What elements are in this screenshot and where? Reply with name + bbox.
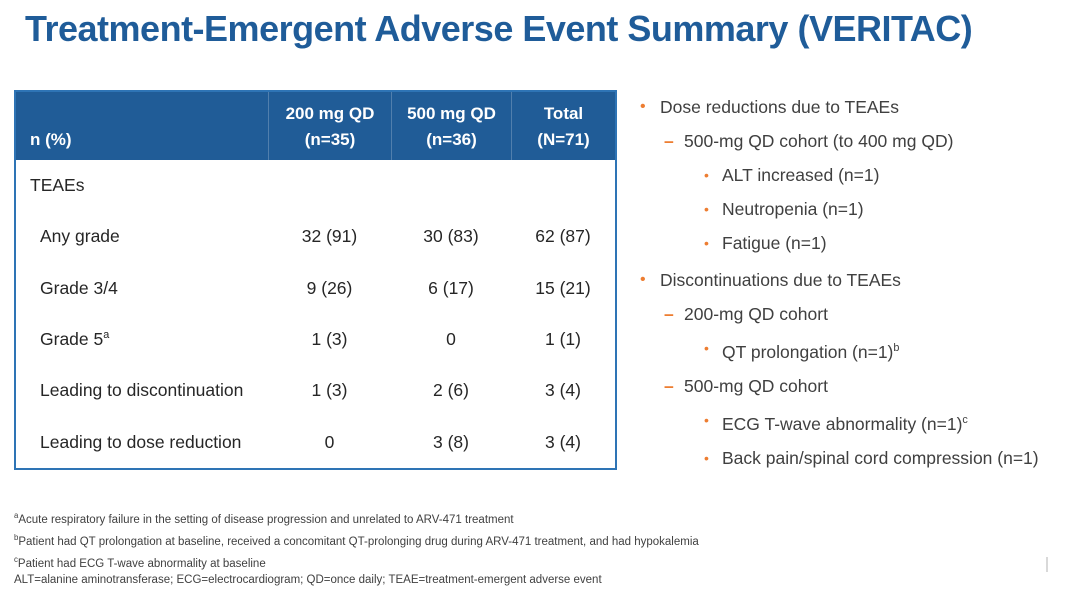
bullet-item-qt-prolongation: • QT prolongation (n=1)b: [704, 336, 1076, 364]
bullet-item-dose-reductions: • Dose reductions due to TEAEs: [640, 95, 1076, 119]
row-label: Leading to dose reduction: [40, 431, 242, 452]
bullet-item-500mg-cohort-disc: – 500-mg QD cohort: [664, 374, 1076, 398]
bullet-item-discontinuations: • Discontinuations due to TEAEs: [640, 268, 1076, 292]
bullet-item-500mg-cohort: – 500-mg QD cohort (to 400 mg QD): [664, 129, 1076, 153]
cell-value: 32 (91): [301, 226, 358, 247]
dash-icon: –: [664, 304, 674, 324]
summary-bullet-panel: • Dose reductions due to TEAEs – 500-mg …: [640, 95, 1076, 480]
row-label: Any grade: [40, 226, 120, 247]
cell-value: 1 (3): [311, 329, 348, 350]
bullet-text: ECG T-wave abnormality (n=1)c: [722, 413, 968, 434]
bullet-icon: •: [704, 449, 709, 466]
bullet-text: Neutropenia (n=1): [722, 199, 864, 219]
table-row: TEAEs: [16, 160, 615, 211]
cell-value: 6 (17): [428, 277, 474, 298]
table-body: TEAEs Any grade 32 (91) 30 (83) 62 (87) …: [16, 160, 615, 468]
row-label: Grade 3/4: [40, 277, 118, 298]
cell-value: 30 (83): [423, 226, 479, 247]
row-label: TEAEs: [30, 175, 85, 196]
table-header-row: n (%) 200 mg QD (n=35) 500 mg QD (n=36) …: [16, 92, 615, 160]
cell-value: 1 (1): [545, 329, 581, 350]
dash-icon: –: [664, 131, 674, 151]
column-header-500mg: 500 mg QD (n=36): [391, 92, 511, 160]
table-row: Grade 5a 1 (3) 0 1 (1): [16, 314, 615, 365]
bullet-text: QT prolongation (n=1)b: [722, 341, 900, 362]
cell-value: 2 (6): [433, 380, 469, 401]
cell-value: 1 (3): [311, 380, 348, 401]
bullet-icon: •: [704, 167, 709, 183]
bullet-item-alt-increased: • ALT increased (n=1): [704, 163, 1076, 187]
bullet-icon: •: [704, 340, 709, 356]
bullet-text: Back pain/spinal cord compression (n=1): [722, 447, 1039, 468]
bullet-item-fatigue: • Fatigue (n=1): [704, 231, 1076, 255]
bullet-icon: •: [704, 235, 709, 251]
bullet-item-neutropenia: • Neutropenia (n=1): [704, 197, 1076, 221]
column-header-200mg: 200 mg QD (n=35): [268, 92, 391, 160]
footnote-c: cPatient had ECG T-wave abnormality at b…: [14, 554, 266, 570]
dash-icon: –: [664, 375, 674, 396]
cell-value: 3 (4): [545, 380, 581, 401]
bullet-text: Dose reductions due to TEAEs: [660, 97, 899, 117]
table-row: Leading to dose reduction 0 3 (8) 3 (4): [16, 417, 615, 468]
bullet-text: Fatigue (n=1): [722, 233, 827, 253]
cell-value: 3 (8): [433, 431, 469, 452]
cell-value: 62 (87): [535, 226, 591, 247]
cell-value: 9 (26): [306, 277, 353, 298]
bullet-text: 200-mg QD cohort: [684, 304, 828, 324]
bullet-icon: •: [640, 98, 646, 115]
row-label: Grade 5a: [40, 329, 110, 350]
bullet-text: 500-mg QD cohort (to 400 mg QD): [684, 131, 954, 151]
cell-value: 3 (4): [545, 431, 581, 452]
adverse-event-table: n (%) 200 mg QD (n=35) 500 mg QD (n=36) …: [14, 90, 617, 470]
row-label: Leading to discontinuation: [40, 380, 244, 401]
footnote-abbreviations: ALT=alanine aminotransferase; ECG=electr…: [14, 574, 602, 587]
footnote-a: aAcute respiratory failure in the settin…: [14, 511, 514, 526]
corner-label: n (%): [30, 129, 72, 149]
bullet-icon: •: [704, 201, 709, 217]
footnote-b: bPatient had QT prolongation at baseline…: [14, 532, 699, 548]
cursor-artifact: [1046, 557, 1048, 572]
bullet-item-200mg-cohort: – 200-mg QD cohort: [664, 302, 1076, 326]
table-row: Leading to discontinuation 1 (3) 2 (6) 3…: [16, 365, 615, 416]
cell-value: 0: [324, 431, 335, 452]
bullet-item-ecg-twave: • ECG T-wave abnormality (n=1)c: [704, 408, 1076, 436]
bullet-text: ALT increased (n=1): [722, 165, 880, 185]
bullet-text: Discontinuations due to TEAEs: [660, 270, 901, 290]
bullet-icon: •: [704, 411, 709, 428]
column-header-total: Total (N=71): [511, 92, 615, 160]
page-title: Treatment-Emergent Adverse Event Summary…: [25, 8, 973, 49]
cell-value: 15 (21): [535, 277, 591, 298]
table-row: Grade 3/4 9 (26) 6 (17) 15 (21): [16, 263, 615, 314]
cell-value: 0: [446, 329, 456, 350]
bullet-icon: •: [640, 271, 646, 288]
table-row: Any grade 32 (91) 30 (83) 62 (87): [16, 211, 615, 262]
bullet-item-back-pain: • Back pain/spinal cord compression (n=1…: [704, 446, 1076, 470]
bullet-text: 500-mg QD cohort: [684, 375, 828, 396]
table-corner-header: n (%): [16, 92, 268, 160]
